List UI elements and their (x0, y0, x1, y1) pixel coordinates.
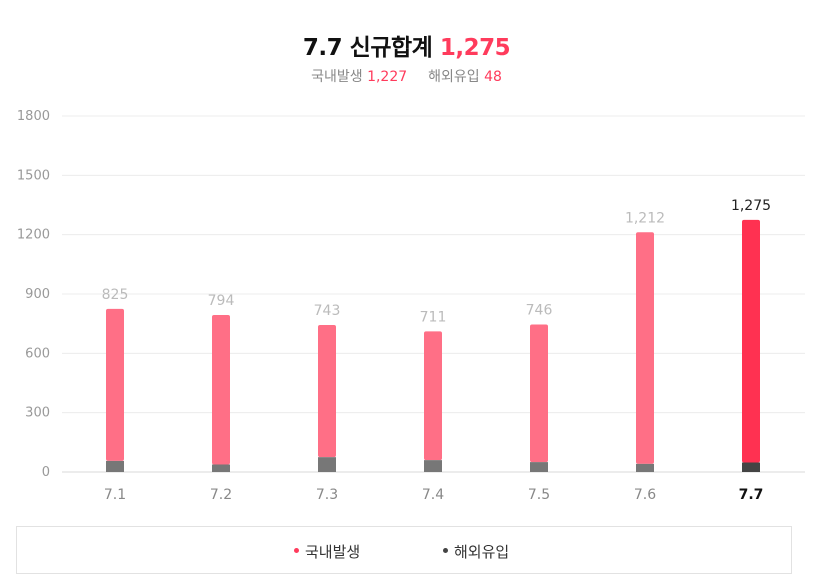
legend-label-overseas: 해외유입 (454, 543, 510, 561)
bar-domestic (106, 308, 124, 461)
legend-item-domestic[interactable]: 국내발생 (294, 541, 360, 562)
bar-chart: 0 300 600 900 1200 1500 1800 825 7.1 794 7.2 743 7.3… (17, 109, 805, 503)
legend-dot-overseas (443, 548, 448, 553)
chart-title: 7.7 신규합계 1,275 (0, 28, 813, 62)
bar-total-label: 794 (208, 293, 235, 309)
legend-label-domestic: 국내발생 (305, 543, 361, 561)
bar-domestic (212, 314, 230, 465)
x-tick-label: 7.4 (422, 487, 444, 503)
bar-overseas (212, 464, 230, 472)
x-tick-label: 7.1 (104, 487, 126, 503)
y-tick-label: 0 (42, 465, 50, 480)
bar-domestic (318, 325, 336, 458)
subtitle-domestic-value: 1,227 (367, 69, 408, 85)
title-date: 7.7 (302, 35, 343, 61)
bar-total-label: 746 (526, 302, 553, 318)
title-label: 신규합계 (349, 35, 433, 61)
bar-total-label: 825 (102, 287, 129, 303)
y-tick-label: 900 (25, 287, 50, 302)
bar-total-label: 743 (314, 303, 341, 319)
x-tick-label: 7.6 (634, 487, 656, 503)
x-tick-label: 7.5 (528, 487, 550, 503)
chart-subtitle: 국내발생 1,227 해외유입 48 (0, 66, 813, 86)
x-tick-label: 7.7 (739, 487, 764, 503)
legend-dot-domestic (294, 548, 299, 553)
y-tick-label: 300 (25, 406, 50, 421)
bar-domestic (636, 232, 654, 464)
bar-domestic (424, 331, 442, 461)
x-tick-label: 7.3 (316, 487, 338, 503)
bar-total-label: 1,212 (625, 210, 665, 226)
x-tick-label: 7.2 (210, 487, 232, 503)
bar-domestic (530, 324, 548, 463)
legend-item-overseas[interactable]: 해외유입 (443, 541, 509, 562)
bar-overseas (318, 457, 336, 472)
legend: 국내발생 해외유입 (16, 526, 792, 574)
bar-total-label: 1,275 (731, 198, 771, 214)
bar-total-label: 711 (420, 309, 447, 325)
title-total: 1,275 (439, 35, 511, 61)
y-tick-label: 1500 (17, 168, 50, 183)
bar-overseas (424, 460, 442, 472)
bar-overseas (530, 462, 548, 472)
y-tick-label: 1800 (17, 109, 50, 124)
y-tick-label: 1200 (17, 228, 50, 243)
bar-overseas (636, 463, 654, 472)
bar-overseas (106, 460, 124, 472)
y-tick-label: 600 (25, 346, 50, 361)
subtitle-overseas-value: 48 (484, 69, 502, 85)
subtitle-overseas-label: 해외유입 (428, 69, 480, 85)
bar-domestic (742, 219, 760, 463)
subtitle-domestic-label: 국내발생 (311, 69, 363, 85)
bar-overseas (742, 462, 760, 472)
